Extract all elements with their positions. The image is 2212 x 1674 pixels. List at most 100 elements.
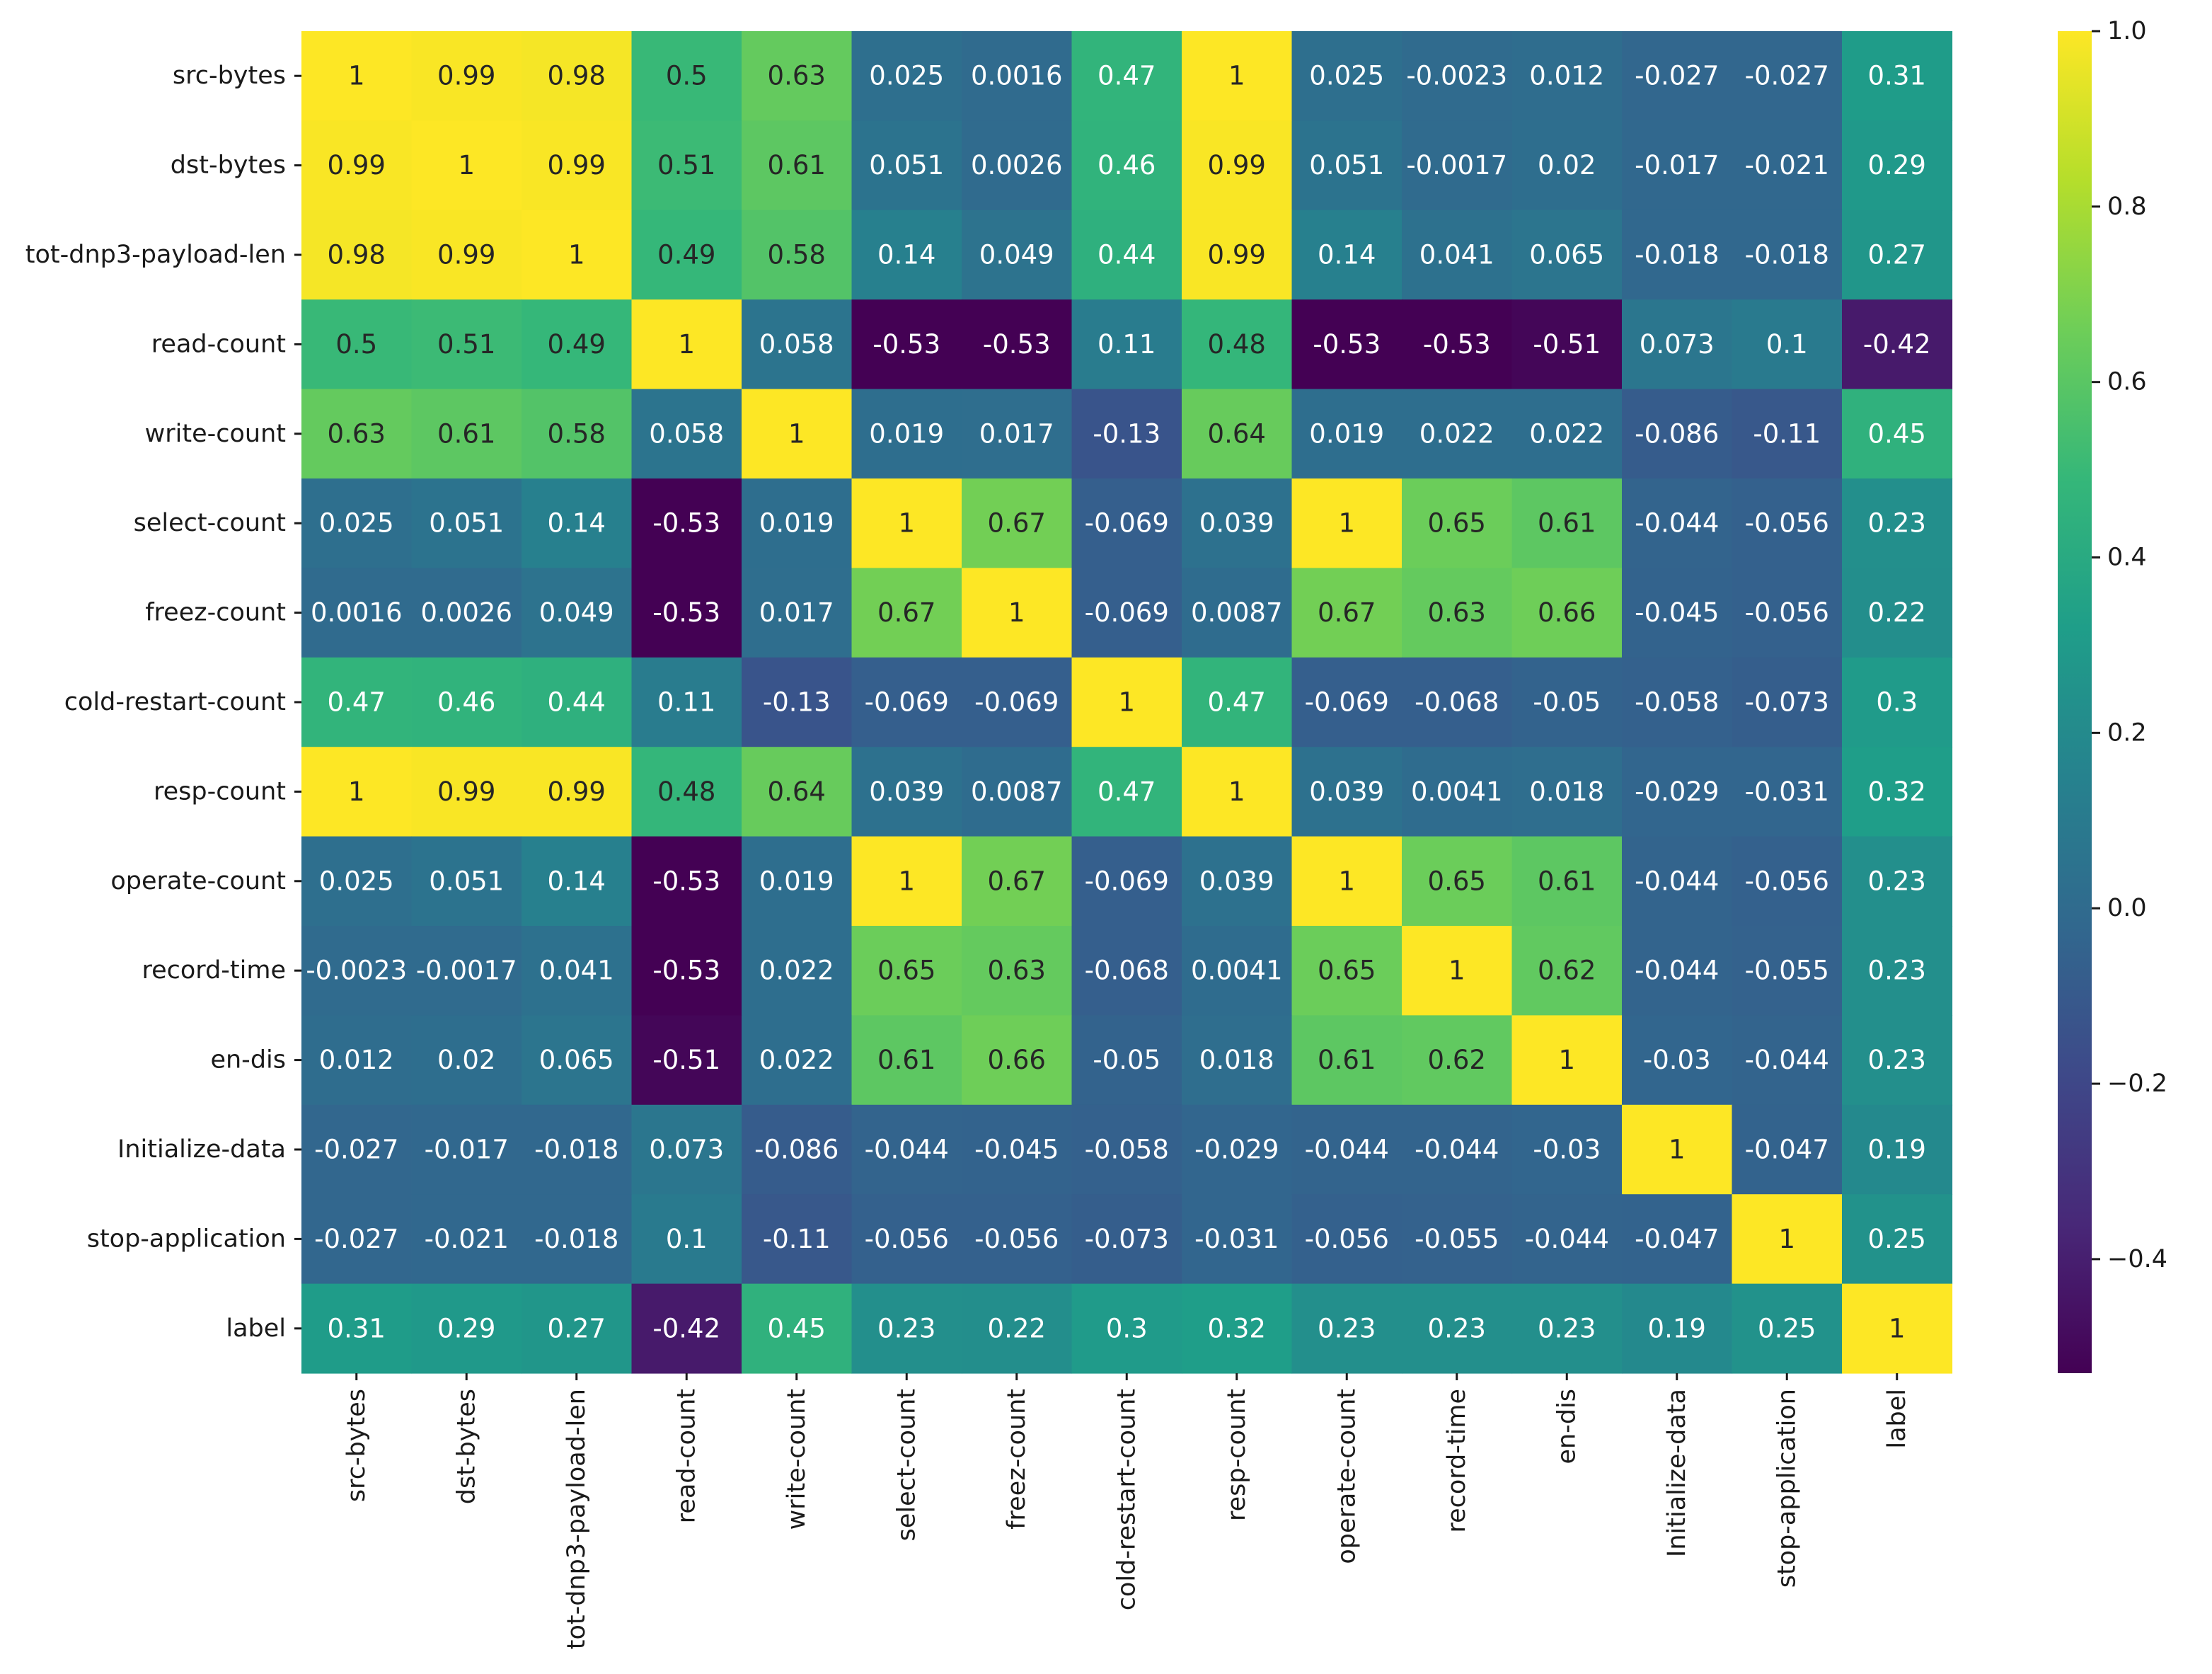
heatmap-cell-8-2 bbox=[522, 747, 633, 837]
heatmap-cell-8-4 bbox=[742, 747, 853, 837]
heatmap-cell-8-11 bbox=[1511, 747, 1623, 837]
heatmap-cell-3-12 bbox=[1622, 299, 1733, 390]
cell-value-label: -0.03 bbox=[1643, 1045, 1711, 1075]
cell-value-label: 0.073 bbox=[649, 1135, 724, 1165]
heatmap-cell-4-3 bbox=[631, 389, 742, 479]
heatmap-cell-6-9 bbox=[1291, 568, 1402, 658]
heatmap-cell-7-5 bbox=[851, 657, 962, 747]
heatmap-cell-3-8 bbox=[1182, 299, 1293, 390]
cell-value-label: 0.23 bbox=[1868, 508, 1926, 539]
heatmap-cell-5-1 bbox=[411, 478, 522, 568]
cell-value-label: -0.044 bbox=[1525, 1224, 1609, 1254]
heatmap-cell-0-2 bbox=[522, 31, 633, 121]
heatmap-cell-8-1 bbox=[411, 747, 522, 837]
cell-value-label: 0.66 bbox=[988, 1045, 1046, 1075]
cell-value-label: 0.67 bbox=[877, 597, 935, 628]
heatmap-cell-11-9 bbox=[1291, 1015, 1402, 1106]
heatmap-cell-5-13 bbox=[1732, 478, 1843, 568]
heatmap-cell-8-12 bbox=[1622, 747, 1733, 837]
cell-value-label: -0.018 bbox=[1635, 240, 1719, 270]
cell-value-label: -0.056 bbox=[1745, 866, 1829, 896]
heatmap-cell-1-10 bbox=[1402, 120, 1513, 211]
heatmap-cell-1-12 bbox=[1622, 120, 1733, 211]
cell-value-label: 0.67 bbox=[988, 508, 1046, 539]
cell-value-label: 0.022 bbox=[759, 1045, 834, 1075]
heatmap-cell-2-6 bbox=[962, 210, 1073, 300]
heatmap-cell-7-12 bbox=[1622, 657, 1733, 747]
cell-value-label: 0.47 bbox=[328, 687, 386, 718]
cell-value-label: 0.48 bbox=[1208, 329, 1266, 360]
cell-value-label: 0.23 bbox=[1868, 956, 1926, 986]
cell-value-label: -0.047 bbox=[1745, 1135, 1829, 1165]
heatmap-cell-8-5 bbox=[851, 747, 962, 837]
heatmap-cell-11-8 bbox=[1182, 1015, 1293, 1106]
column-label-select-count: select-count bbox=[892, 1389, 921, 1541]
heatmap-cell-6-8 bbox=[1182, 568, 1293, 658]
heatmap-cell-1-7 bbox=[1071, 120, 1182, 211]
heatmap-cell-13-0 bbox=[301, 1194, 413, 1285]
cell-value-label: 0.1 bbox=[1766, 329, 1808, 360]
cell-value-label: 0.5 bbox=[335, 329, 377, 360]
heatmap-cell-14-11 bbox=[1511, 1283, 1623, 1374]
column-label-record-time: record-time bbox=[1443, 1389, 1471, 1533]
heatmap-cell-13-3 bbox=[631, 1194, 742, 1285]
cell-value-label: 1 bbox=[458, 150, 475, 180]
cell-value-label: -0.027 bbox=[1745, 61, 1829, 91]
cell-value-label: -0.069 bbox=[1085, 866, 1169, 896]
heatmap-cell-0-10 bbox=[1402, 31, 1513, 121]
heatmap-cell-0-13 bbox=[1732, 31, 1843, 121]
cell-value-label: -0.42 bbox=[652, 1313, 720, 1343]
column-label-Initialize-data: Initialize-data bbox=[1663, 1389, 1691, 1557]
cell-value-label: -0.42 bbox=[1863, 329, 1931, 360]
cell-value-label: 0.62 bbox=[1428, 1045, 1486, 1075]
cell-value-label: 0.23 bbox=[1868, 1045, 1926, 1075]
heatmap-cell-5-3 bbox=[631, 478, 742, 568]
row-label-dst-bytes: dst-bytes bbox=[171, 151, 286, 180]
cell-value-label: 0.47 bbox=[1098, 61, 1156, 91]
cell-value-label: 0.49 bbox=[548, 329, 606, 360]
cell-value-label: 1 bbox=[1338, 866, 1355, 896]
cell-value-label: 0.022 bbox=[1419, 418, 1494, 449]
cell-value-label: 0.039 bbox=[1199, 866, 1274, 896]
cell-value-label: 0.23 bbox=[877, 1313, 935, 1343]
heatmap-cell-6-11 bbox=[1511, 568, 1623, 658]
cell-value-label: 1 bbox=[348, 776, 365, 807]
cell-value-label: 0.019 bbox=[1309, 418, 1384, 449]
heatmap-cell-0-11 bbox=[1511, 31, 1623, 121]
heatmap-cell-10-8 bbox=[1182, 926, 1293, 1016]
column-label-resp-count: resp-count bbox=[1223, 1389, 1251, 1521]
cell-value-label: 0.99 bbox=[1208, 240, 1266, 270]
heatmap-cell-12-9 bbox=[1291, 1104, 1402, 1195]
cell-value-label: 1 bbox=[1889, 1313, 1906, 1343]
cell-value-label: 0.65 bbox=[877, 956, 935, 986]
cell-value-label: 0.025 bbox=[319, 866, 394, 896]
heatmap-cell-14-0 bbox=[301, 1283, 413, 1374]
heatmap-cell-2-9 bbox=[1291, 210, 1402, 300]
cell-value-label: 0.14 bbox=[1318, 240, 1376, 270]
cell-value-label: -0.027 bbox=[314, 1224, 398, 1254]
cell-value-label: 1 bbox=[1669, 1135, 1686, 1165]
heatmap-cell-12-4 bbox=[742, 1104, 853, 1195]
heatmap-cell-12-0 bbox=[301, 1104, 413, 1195]
column-label-en-dis: en-dis bbox=[1553, 1389, 1581, 1464]
cell-value-label: -0.13 bbox=[1093, 418, 1160, 449]
heatmap-cell-5-10 bbox=[1402, 478, 1513, 568]
heatmap-cell-10-3 bbox=[631, 926, 742, 1016]
heatmap-cell-3-14 bbox=[1842, 299, 1953, 390]
colorbar-tick-label: −0.4 bbox=[2107, 1245, 2167, 1273]
heatmap-cell-3-13 bbox=[1732, 299, 1843, 390]
colorbar-tick-label: 0.0 bbox=[2107, 894, 2147, 922]
heatmap-cell-0-14 bbox=[1842, 31, 1953, 121]
heatmap-cell-14-7 bbox=[1071, 1283, 1182, 1374]
heatmap-cell-8-14 bbox=[1842, 747, 1953, 837]
cell-value-label: 0.29 bbox=[1868, 150, 1926, 180]
heatmap-cell-11-13 bbox=[1732, 1015, 1843, 1106]
row-label-tot-dnp3-payload-len: tot-dnp3-payload-len bbox=[25, 241, 286, 269]
cell-value-label: 0.51 bbox=[437, 329, 495, 360]
heatmap-cell-10-7 bbox=[1071, 926, 1182, 1016]
heatmap-cell-13-11 bbox=[1511, 1194, 1623, 1285]
cell-value-label: 0.99 bbox=[548, 776, 606, 807]
cell-value-label: 0.23 bbox=[1868, 866, 1926, 896]
heatmap-cell-2-0 bbox=[301, 210, 413, 300]
heatmap-cell-7-13 bbox=[1732, 657, 1843, 747]
